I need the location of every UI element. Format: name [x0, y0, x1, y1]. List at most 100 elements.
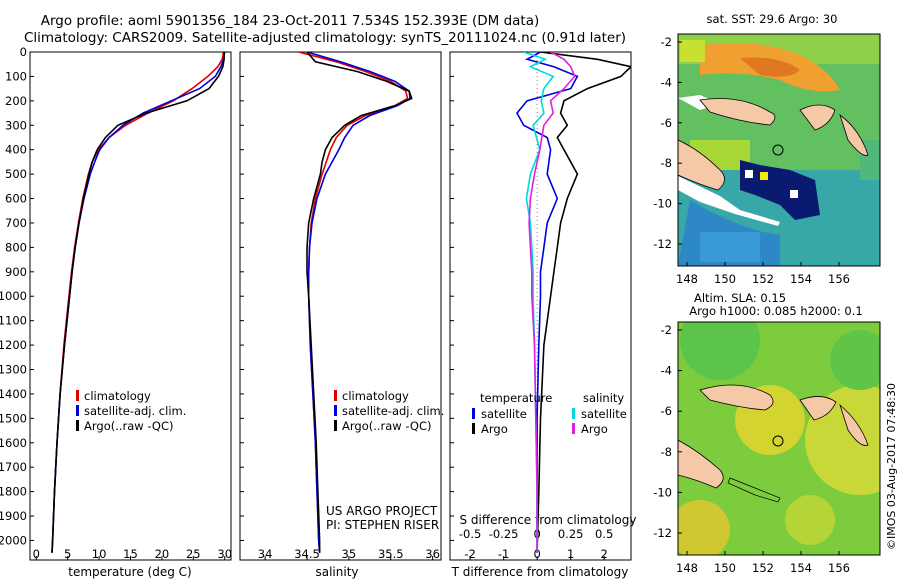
map-ytick-label: -2 [661, 35, 672, 49]
series-line-salinity-argo-raw-qc- [306, 52, 413, 553]
project-annotation-line-1: US ARGO PROJECT [326, 504, 438, 518]
ytick-label: 1400 [0, 387, 27, 401]
series-line-salinity-climatology [298, 52, 409, 553]
xtick-label: 10 [92, 547, 107, 561]
difference-xlabel: T difference from climatology [451, 565, 629, 579]
salinity-xlabel: salinity [315, 565, 358, 579]
ytick-label: 1000 [0, 289, 27, 303]
xtick-label: 2 [601, 547, 608, 561]
xtick-label: 1 [567, 547, 574, 561]
map-ytick-label: -4 [661, 364, 672, 378]
salinity-diff-tick-label: 0.5 [595, 527, 613, 541]
map-ytick-label: -6 [661, 116, 672, 130]
legend-label: Argo(..raw -QC) [84, 419, 174, 433]
temperature-panel-frame [29, 51, 232, 561]
map-ytick-label: -6 [661, 404, 672, 418]
ytick-label: 700 [5, 216, 27, 230]
ytick-label: 2000 [0, 533, 27, 547]
legend-label: satellite-adj. clim. [342, 404, 444, 418]
map-ytick-label: -8 [661, 445, 672, 459]
xtick-label: 30 [217, 547, 232, 561]
ytick-label: 0 [20, 45, 27, 59]
sst-map-title: sat. SST: 29.6 Argo: 30 [707, 12, 838, 26]
ytick-label: 200 [5, 94, 27, 108]
title-line-1: Argo profile: aoml 5901356_184 23-Oct-20… [41, 13, 540, 29]
diff-legend-label: Argo [581, 422, 608, 436]
project-annotation-line-2: PI: STEPHEN RISER [326, 518, 439, 532]
ytick-label: 500 [5, 167, 27, 181]
map-xtick-label: 154 [790, 272, 812, 286]
ytick-label: 1600 [0, 436, 27, 450]
salinity-diff-tick-label: 0.25 [558, 527, 584, 541]
ytick-label: 1300 [0, 363, 27, 377]
map-ytick-label: -2 [661, 323, 672, 337]
map-xtick-label: 148 [676, 272, 698, 286]
series-line-temperature-satellite-adj-clim- [51, 52, 226, 553]
sla-map-title-1: Altim. SLA: 0.15 [694, 291, 786, 305]
xtick-label: 0 [33, 547, 40, 561]
legend-swatch [334, 405, 337, 416]
series-line-differences-s-argo [528, 52, 576, 553]
map-ytick-label: -8 [661, 156, 672, 170]
series-line-temperature-climatology [51, 52, 225, 553]
map-ytick-label: -12 [653, 237, 672, 251]
title-line-2: Climatology: CARS2009. Satellite-adjuste… [24, 30, 626, 46]
ytick-label: 800 [5, 240, 27, 254]
diff-legend-swatch [572, 408, 575, 419]
xtick-label: 35.5 [378, 547, 404, 561]
diff-legend-swatch [472, 423, 475, 434]
map-xtick-label: 150 [714, 561, 736, 575]
sla-map-title-2: Argo h1000: 0.085 h2000: 0.1 [689, 304, 862, 318]
diff-legend-swatch [472, 408, 475, 419]
map-ytick-label: -4 [661, 75, 672, 89]
xtick-label: 15 [123, 547, 138, 561]
ytick-label: 1900 [0, 509, 27, 523]
temperature-xlabel: temperature (deg C) [68, 565, 191, 579]
map-xtick-label: 152 [752, 561, 774, 575]
ytick-label: 1200 [0, 338, 27, 352]
diff-legend-title-salinity: salinity [583, 391, 624, 405]
ytick-label: 1500 [0, 411, 27, 425]
legend-swatch [76, 420, 79, 431]
xtick-label: 34 [258, 547, 273, 561]
diff-legend-title-temperature: temperature [480, 391, 552, 405]
difference-xlabel-top: S difference from climatology [460, 513, 637, 527]
series-line-differences-t-argo [536, 52, 631, 553]
footer-timestamp: ©IMOS 03-Aug-2017 07:48:30 [885, 383, 898, 550]
legend-label: climatology [342, 389, 409, 403]
map-xtick-label: 152 [752, 272, 774, 286]
salinity-diff-tick-label: -0.25 [489, 527, 519, 541]
xtick-label: 20 [155, 547, 170, 561]
map-xtick-label: 148 [676, 561, 698, 575]
xtick-label: 34.5 [294, 547, 320, 561]
diff-legend-swatch [572, 423, 575, 434]
legend-label: climatology [84, 389, 151, 403]
map-xtick-label: 154 [790, 561, 812, 575]
map-ytick-label: -10 [653, 485, 672, 499]
map-xtick-label: 150 [714, 272, 736, 286]
series-line-salinity-satellite-adj-clim- [306, 52, 411, 553]
series-line-temperature-argo-raw-qc- [51, 52, 225, 553]
legend-swatch [334, 390, 337, 401]
map-xtick-label: 156 [828, 272, 850, 286]
ytick-label: 400 [5, 143, 27, 157]
ytick-label: 900 [5, 265, 27, 279]
ytick-label: 300 [5, 118, 27, 132]
xtick-label: 25 [186, 547, 201, 561]
xtick-label: 0 [533, 547, 540, 561]
ytick-label: 100 [5, 69, 27, 83]
map-ytick-label: -12 [653, 526, 672, 540]
ytick-label: 1700 [0, 460, 27, 474]
salinity-panel-frame [239, 51, 442, 561]
xtick-label: 36 [425, 547, 440, 561]
sst-map: sat. SST: 29.6 Argo: 30 -2 -4 -6 -8 -10 -12 14… [653, 12, 881, 286]
diff-legend-label: Argo [481, 422, 508, 436]
diff-legend-label: satellite [481, 407, 527, 421]
legend-label: satellite-adj. clim. [84, 404, 186, 418]
legend-swatch [76, 405, 79, 416]
legend-label: Argo(..raw -QC) [342, 419, 432, 433]
legend-swatch [334, 420, 337, 431]
map-xtick-label: 156 [828, 561, 850, 575]
xtick-label: 5 [64, 547, 71, 561]
